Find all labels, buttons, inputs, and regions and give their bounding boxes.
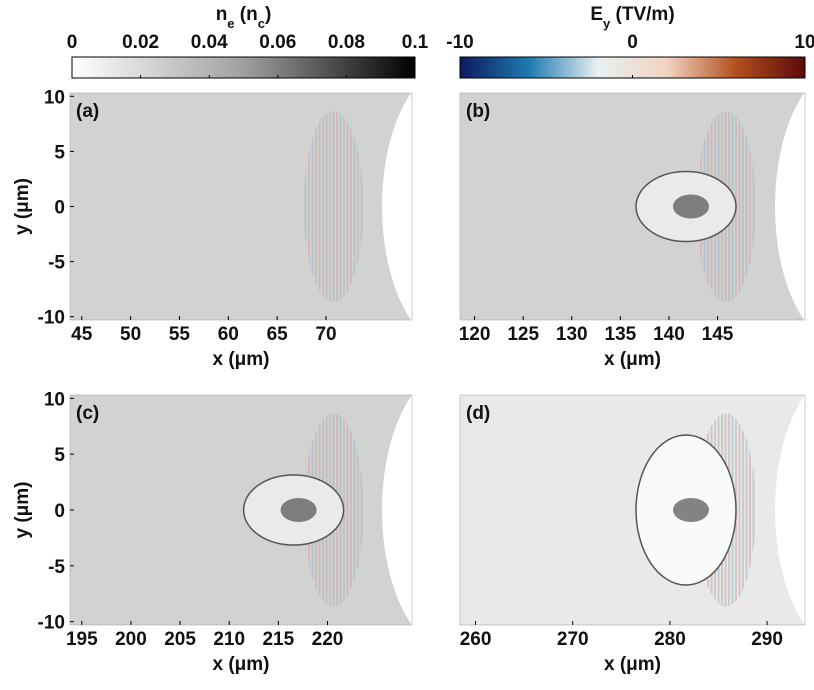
frame	[459, 394, 806, 626]
x-tick-label: 200	[115, 629, 147, 650]
plot-image	[70, 93, 412, 320]
plasma-edge	[382, 93, 412, 320]
colorbar-tick-label: -10	[446, 32, 473, 53]
x-tick-label: 140	[653, 324, 685, 345]
y-tick-label: 10	[44, 87, 65, 108]
x-tick-label: 280	[654, 629, 686, 650]
x-axis-label: x (μm)	[212, 654, 269, 675]
x-tick-label: 125	[507, 324, 539, 345]
colorbar-tick-label: 0.02	[122, 32, 159, 53]
colorbar-tick-label: 0.04	[191, 32, 228, 53]
plasma-edge	[775, 395, 805, 625]
y-tick-label: 5	[54, 142, 65, 163]
y-tick-label: 0	[54, 501, 65, 522]
x-axis-label: x (μm)	[604, 654, 661, 675]
panel-label: (a)	[76, 101, 99, 122]
x-tick-label: 65	[267, 324, 289, 345]
x-tick-label: 135	[605, 324, 637, 345]
x-tick-label: 215	[262, 629, 294, 650]
x-tick-label: 220	[312, 629, 344, 650]
x-tick-label: 120	[459, 324, 491, 345]
colorbar	[459, 56, 806, 79]
colorbar-title-part: y	[603, 16, 611, 31]
x-tick-label: 55	[169, 324, 191, 345]
colorbar-tick-label: 10	[794, 32, 814, 53]
x-tick-label: 60	[218, 324, 239, 345]
x-tick-label: 145	[702, 324, 734, 345]
x-tick-label: 45	[71, 324, 93, 345]
x-axis-label: x (μm)	[604, 349, 661, 370]
x-tick-label: 290	[751, 629, 783, 650]
dense-spot	[673, 498, 709, 522]
colorbar-title-part: E	[590, 4, 603, 25]
colorbar-tick-label: 0.08	[328, 32, 365, 53]
colorbar-tick-label: 0.06	[259, 32, 296, 53]
colorbar-title-part: (TV/m)	[610, 4, 674, 25]
dense-spot	[673, 194, 709, 219]
x-tick-label: 210	[213, 629, 245, 650]
x-tick-label: 130	[556, 324, 588, 345]
y-tick-label: 5	[54, 445, 65, 466]
colorbar-tick-label: 0.1	[402, 32, 429, 53]
colorbar-tick-label: 0	[67, 32, 78, 53]
colorbar-tick-label: 0	[627, 32, 638, 53]
plot-image	[70, 395, 412, 625]
y-axis-label: y (μm)	[12, 178, 33, 235]
plasma-edge	[382, 395, 412, 625]
y-tick-label: -5	[48, 253, 65, 274]
colorbar-title: Ey (TV/m)	[590, 4, 674, 31]
y-tick-label: -5	[48, 557, 65, 578]
y-tick-label: 0	[54, 198, 65, 219]
dense-spot	[280, 498, 317, 522]
colorbar-title-part: e	[227, 16, 234, 31]
plasma-edge	[775, 93, 805, 320]
x-tick-label: 70	[315, 324, 336, 345]
y-tick-label: -10	[38, 613, 65, 634]
y-tick-label: -10	[38, 308, 65, 329]
colorbar-title-part: (n	[235, 4, 258, 25]
laser-pulse	[303, 111, 364, 302]
x-tick-label: 260	[460, 629, 492, 650]
frame	[459, 92, 806, 321]
x-tick-label: 50	[120, 324, 141, 345]
y-tick-label: 10	[44, 389, 65, 410]
y-axis-label: y (μm)	[12, 481, 33, 538]
panel-label: (d)	[466, 403, 490, 424]
x-tick-label: 195	[66, 629, 98, 650]
x-tick-label: 270	[557, 629, 589, 650]
plot-image	[460, 93, 805, 320]
panel-label: (c)	[76, 403, 99, 424]
x-tick-label: 205	[164, 629, 196, 650]
colorbar-title-part: n	[216, 4, 228, 25]
colorbar-title: ne (nc)	[216, 4, 272, 31]
colorbar-title-part: c	[258, 16, 265, 31]
plot-image	[460, 395, 805, 625]
colorbar-title-part: )	[265, 4, 271, 25]
colorbar	[71, 56, 416, 79]
panel-label: (b)	[466, 101, 490, 122]
x-axis-label: x (μm)	[212, 349, 269, 370]
